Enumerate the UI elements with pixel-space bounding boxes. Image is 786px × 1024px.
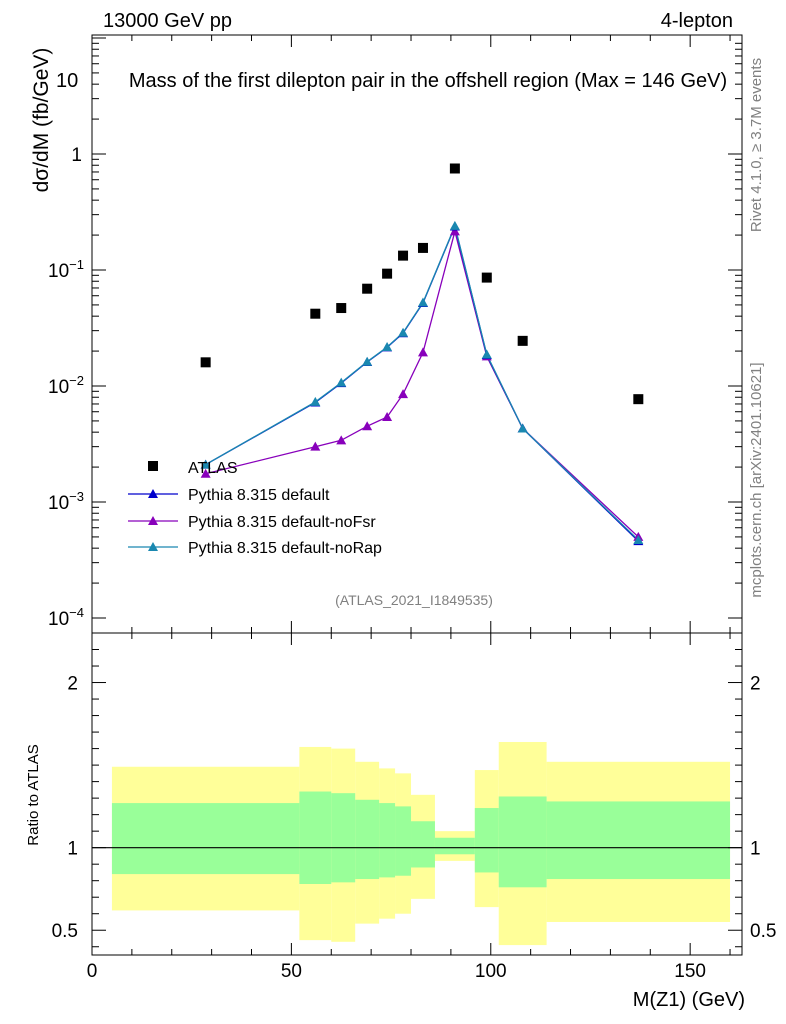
legend-marker-norap — [148, 542, 158, 551]
ratio-tick-label-left-1: 1 — [67, 839, 78, 860]
ratio-bands — [92, 741, 742, 946]
x-tick-label-2: 100 — [475, 961, 507, 982]
data-point-pythia-8-315-default-nofsr-0 — [200, 468, 211, 478]
data-point-atlas-7 — [449, 163, 460, 174]
legend-marker-atlas — [148, 461, 158, 471]
data-point-pythia-8-315-default-nofsr-4 — [382, 412, 393, 422]
data-point-atlas-9 — [517, 335, 528, 346]
ratio-band-inner-10 — [546, 801, 731, 880]
data-point-pythia-8-315-default-norap-3 — [362, 356, 373, 366]
data-point-pythia-8-315-default-norap-4 — [382, 341, 393, 351]
ratio-frame — [91, 632, 743, 956]
ratio-tick-label-right-1: 1 — [750, 839, 761, 860]
data-point-pythia-8-315-default-nofsr-5 — [398, 389, 409, 399]
x-tick-label-3: 150 — [674, 961, 706, 982]
data-point-pythia-8-315-default-nofsr-3 — [362, 421, 373, 431]
analysis-id: (ATLAS_2021_I1849535) — [335, 592, 493, 608]
data-point-pythia-8-315-default-norap-7 — [449, 220, 460, 230]
data-point-pythia-8-315-default-norap-5 — [398, 327, 409, 337]
channel-label: 4-lepton — [661, 10, 733, 32]
ratio-band-inner-2 — [331, 793, 356, 883]
data-point-atlas-3 — [362, 283, 373, 294]
y-tick-label-3: 10−1 — [48, 257, 84, 282]
data-point-atlas-8 — [481, 272, 492, 283]
ratio-band-inner-5 — [395, 806, 412, 876]
data-point-atlas-4 — [382, 268, 393, 279]
data-point-atlas-0 — [200, 357, 211, 368]
data-point-pythia-8-315-default-nofsr-7 — [449, 226, 460, 236]
ratio-band-inner-3 — [355, 799, 380, 880]
ratio-band-inner-9 — [498, 796, 547, 888]
data-point-pythia-8-315-default-norap-0 — [200, 459, 211, 469]
data-point-atlas-2 — [336, 303, 347, 314]
y-tick-label-4: 1 — [71, 145, 82, 166]
ratio-band-inner-0 — [111, 803, 300, 875]
legend-label-norap: Pythia 8.315 default-noRap — [188, 540, 382, 557]
data-point-pythia-8-315-default-norap-1 — [310, 396, 321, 406]
energy-label: 13000 GeV pp — [103, 10, 232, 32]
data-point-pythia-8-315-default-norap-6 — [417, 297, 428, 307]
ratio-tick-label-right-0: 0.5 — [750, 921, 776, 942]
y-axis-label: dσ/dM (fb/GeV) — [30, 48, 53, 193]
legend-marker-default — [148, 489, 158, 498]
rivet-version-label: Rivet 4.1.0, ≥ 3.7M events — [748, 58, 765, 232]
y-tick-label-0: 10−4 — [48, 605, 84, 630]
x-tick-label-0: 0 — [87, 961, 98, 982]
data-point-pythia-8-315-default-norap-2 — [336, 377, 347, 387]
chart-title: Mass of the first dilepton pair in the o… — [129, 70, 727, 92]
x-tick-label-1: 50 — [281, 961, 302, 982]
x-axis-label: M(Z1) (GeV) — [633, 989, 745, 1011]
data-point-atlas-5 — [398, 250, 409, 261]
data-point-pythia-8-315-default-norap-10 — [633, 535, 644, 545]
ratio-tick-label-left-2: 2 — [67, 674, 78, 695]
y-tick-label-2: 10−2 — [48, 373, 84, 398]
ratio-band-inner-7 — [434, 837, 475, 855]
tick-layer — [91, 35, 742, 955]
data-point-atlas-6 — [417, 242, 428, 253]
y-tick-label-1: 10−3 — [48, 489, 84, 514]
data-point-pythia-8-315-default-nofsr-2 — [336, 435, 347, 445]
ratio-tick-label-left-0: 0.5 — [52, 921, 78, 942]
mcplots-label: mcplots.cern.ch [arXiv:2401.10621] — [748, 362, 765, 597]
axes-layer: 10−4 10−3 10−2 10−1 1 0.5 0.5 1 1 2 2 0 50 100 150 — [48, 145, 776, 982]
ratio-band-inner-6 — [411, 821, 435, 868]
legend-label-default: Pythia 8.315 default — [188, 487, 330, 504]
title-overlap-prefix: 10 — [56, 70, 78, 92]
ratio-axis-label: Ratio to ATLAS — [25, 744, 42, 845]
data-point-atlas-10 — [633, 394, 644, 405]
legend-label-nofsr: Pythia 8.315 default-noFsr — [188, 514, 376, 531]
legend-label-atlas: ATLAS — [188, 460, 238, 477]
legend: ATLAS Pythia 8.315 default Pythia 8.315 … — [128, 460, 382, 557]
ratio-tick-label-right-2: 2 — [750, 674, 761, 695]
ratio-band-inner-1 — [299, 791, 332, 884]
data-point-pythia-8-315-default-nofsr-6 — [417, 347, 428, 357]
series-layer — [200, 163, 644, 546]
ratio-band-inner-4 — [379, 803, 396, 878]
data-point-pythia-8-315-default-nofsr-1 — [310, 441, 321, 451]
data-point-pythia-8-315-default-norap-8 — [481, 349, 492, 359]
data-point-pythia-8-315-default-norap-9 — [517, 423, 528, 433]
ratio-band-inner-8 — [474, 808, 499, 873]
legend-marker-nofsr — [148, 516, 158, 525]
data-point-atlas-1 — [310, 308, 321, 319]
